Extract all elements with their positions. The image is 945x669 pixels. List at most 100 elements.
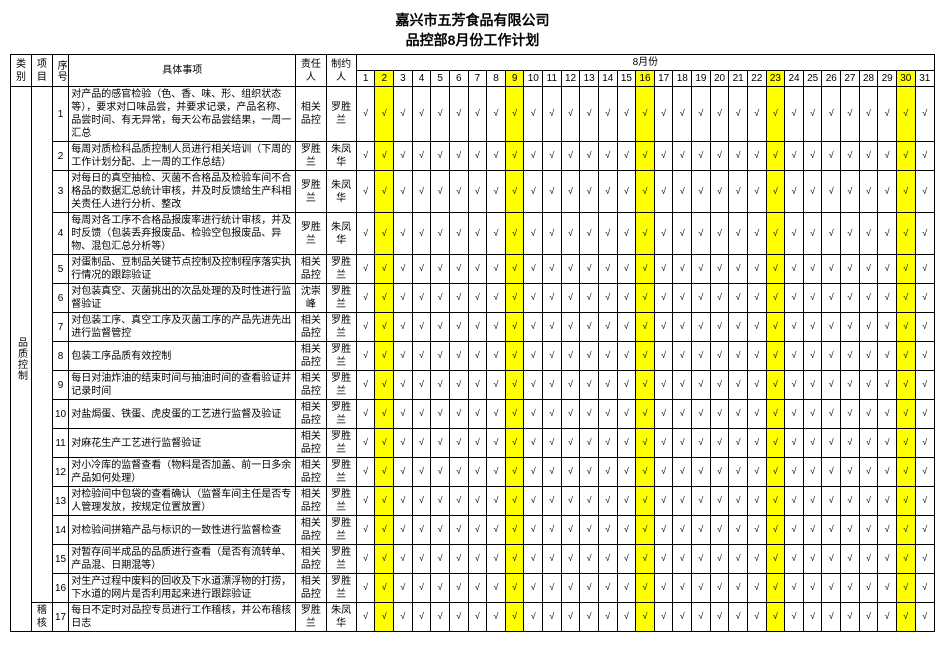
day-cell: √ [654,574,673,603]
day-cell: √ [375,400,394,429]
day-cell: √ [896,429,915,458]
day-cell: √ [394,574,413,603]
hdr-day: 20 [710,71,729,87]
day-cell: √ [692,400,711,429]
day-cell: √ [543,171,562,213]
day-cell: √ [487,574,506,603]
day-cell: √ [896,255,915,284]
day-cell: √ [654,545,673,574]
day-cell: √ [598,142,617,171]
day-cell: √ [394,371,413,400]
day-cell: √ [822,429,841,458]
day-cell: √ [915,313,934,342]
plan-title: 品控部8月份工作计划 [10,30,935,50]
day-cell: √ [673,371,692,400]
day-cell: √ [896,487,915,516]
day-cell: √ [524,342,543,371]
day-cell: √ [598,603,617,632]
day-cell: √ [468,371,487,400]
day-cell: √ [841,213,860,255]
day-cell: √ [747,87,766,142]
day-cell: √ [841,516,860,545]
table-row: 11对麻花生产工艺进行监督验证相关品控罗胜兰√√√√√√√√√√√√√√√√√√… [11,429,935,458]
day-cell: √ [487,545,506,574]
day-cell: √ [636,171,655,213]
responsible-cell: 相关品控 [296,545,326,574]
day-cell: √ [449,429,468,458]
day-cell: √ [524,171,543,213]
day-cell: √ [543,603,562,632]
day-cell: √ [766,284,785,313]
day-cell: √ [580,574,599,603]
hdr-category: 类别 [11,55,32,87]
day-cell: √ [598,213,617,255]
maker-cell: 罗胜兰 [326,574,356,603]
day-cell: √ [580,255,599,284]
day-cell: √ [841,255,860,284]
day-cell: √ [543,87,562,142]
day-cell: √ [449,213,468,255]
day-cell: √ [449,574,468,603]
day-cell: √ [822,458,841,487]
day-cell: √ [822,213,841,255]
day-cell: √ [822,516,841,545]
day-cell: √ [431,371,450,400]
day-cell: √ [356,545,375,574]
day-cell: √ [729,142,748,171]
day-cell: √ [449,342,468,371]
day-cell: √ [580,429,599,458]
maker-cell: 罗胜兰 [326,284,356,313]
hdr-day: 16 [636,71,655,87]
day-cell: √ [524,284,543,313]
day-cell: √ [561,429,580,458]
hdr-day: 18 [673,71,692,87]
day-cell: √ [747,313,766,342]
day-cell: √ [356,87,375,142]
day-cell: √ [431,313,450,342]
day-cell: √ [692,342,711,371]
item-cell: 对包装工序、真空工序及灭菌工序的产品先进先出进行监督管控 [69,313,296,342]
day-cell: √ [915,516,934,545]
day-cell: √ [785,87,804,142]
hdr-day: 9 [505,71,524,87]
responsible-cell: 罗胜兰 [296,603,326,632]
day-cell: √ [431,545,450,574]
day-cell: √ [673,213,692,255]
table-row: 6对包装真空、灭菌挑出的次品处理的及时性进行监督验证沈崇峰罗胜兰√√√√√√√√… [11,284,935,313]
seq-cell: 11 [52,429,68,458]
day-cell: √ [617,516,636,545]
responsible-cell: 相关品控 [296,574,326,603]
day-cell: √ [841,487,860,516]
responsible-cell: 相关品控 [296,342,326,371]
responsible-cell: 相关品控 [296,429,326,458]
day-cell: √ [505,213,524,255]
day-cell: √ [654,429,673,458]
day-cell: √ [785,458,804,487]
day-cell: √ [915,171,934,213]
day-cell: √ [915,574,934,603]
day-cell: √ [710,545,729,574]
table-row: 16对生产过程中废料的回收及下水道漂浮物的打捞，下水道的网片是否利用起来进行跟踪… [11,574,935,603]
day-cell: √ [841,545,860,574]
day-cell: √ [915,429,934,458]
day-cell: √ [524,574,543,603]
responsible-cell: 相关品控 [296,516,326,545]
day-cell: √ [803,516,822,545]
day-cell: √ [636,371,655,400]
day-cell: √ [356,516,375,545]
maker-cell: 朱凤华 [326,603,356,632]
maker-cell: 罗胜兰 [326,371,356,400]
day-cell: √ [375,171,394,213]
hdr-day: 31 [915,71,934,87]
day-cell: √ [412,213,431,255]
day-cell: √ [747,371,766,400]
day-cell: √ [785,142,804,171]
hdr-day: 2 [375,71,394,87]
responsible-cell: 相关品控 [296,400,326,429]
day-cell: √ [449,458,468,487]
day-cell: √ [468,142,487,171]
day-cell: √ [487,603,506,632]
day-cell: √ [692,516,711,545]
day-cell: √ [766,142,785,171]
day-cell: √ [636,429,655,458]
